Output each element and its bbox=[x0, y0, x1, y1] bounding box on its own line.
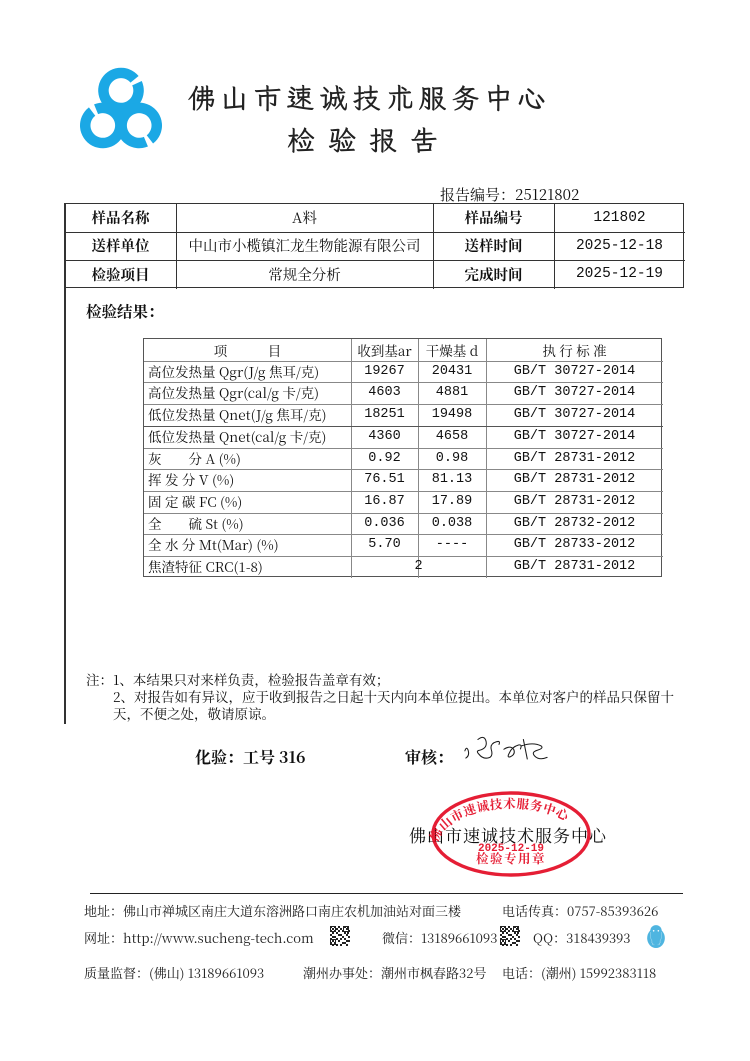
svg-text:佛山市速诚技术服务中心: 佛山市速诚技术服务中心 bbox=[429, 794, 573, 844]
svg-text:2025-12-19: 2025-12-19 bbox=[478, 843, 544, 855]
